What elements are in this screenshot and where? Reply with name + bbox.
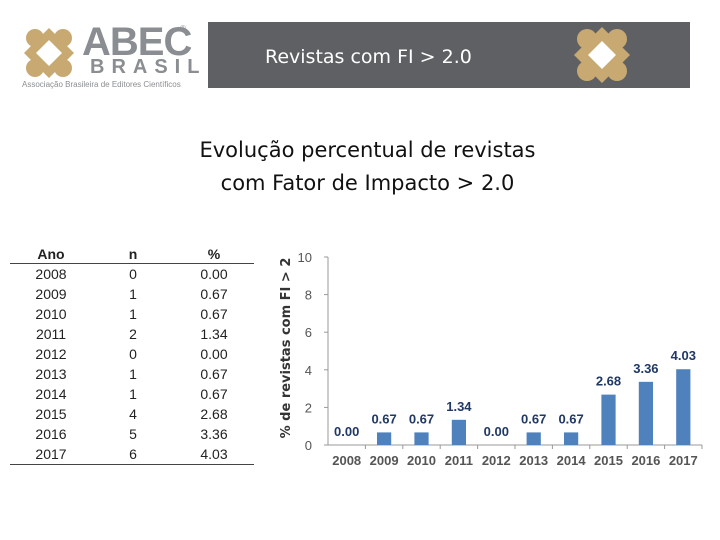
data-label: 0.67 <box>521 411 546 426</box>
y-tick-label: 0 <box>305 438 312 453</box>
data-label: 0.67 <box>371 411 396 426</box>
bar <box>676 369 691 445</box>
cell-ano: 2015 <box>35 406 67 422</box>
page-title-line-1: Evolução percentual de revistas <box>199 138 536 162</box>
cell-percent: 2.68 <box>200 406 228 422</box>
cell-percent: 4.03 <box>174 444 254 465</box>
logo-tagline: Associação Brasileira de Editores Cientí… <box>22 80 181 89</box>
cell-percent: 0.00 <box>174 263 254 284</box>
x-tick-label: 2014 <box>557 453 587 468</box>
page-title-line-2: com Fator de Impacto > 2.0 <box>220 171 515 195</box>
cell-n: 2 <box>129 326 137 342</box>
bar <box>526 432 541 445</box>
x-tick-label: 2009 <box>370 453 399 468</box>
bar <box>563 432 579 445</box>
abec-emblem-icon <box>24 28 74 78</box>
bar <box>601 394 616 445</box>
data-label: 2.68 <box>596 374 621 389</box>
y-tick-label: 8 <box>305 288 312 303</box>
cell-ano: 2013 <box>35 366 67 382</box>
cell-n: 1 <box>129 366 137 382</box>
title-banner: Revistas com FI > 2.0 <box>208 22 690 88</box>
table-row: 2014 1 0.67 <box>10 384 254 404</box>
cell-n: 1 <box>92 304 174 324</box>
cell-ano: 2011 <box>35 326 67 342</box>
y-tick-label: 4 <box>305 363 312 378</box>
cell-n: 0 <box>92 344 174 364</box>
x-tick-label: 2016 <box>631 453 660 468</box>
column-header-percent: % <box>174 245 254 264</box>
x-tick-label: 2010 <box>407 453 436 468</box>
data-label: 0.67 <box>558 411 583 426</box>
cell-n: 4 <box>129 406 137 422</box>
data-label: 0.67 <box>409 411 434 426</box>
banner-title: Revistas com FI > 2.0 <box>265 46 472 68</box>
cell-percent: 0.67 <box>200 286 228 302</box>
cell-percent: 0.00 <box>174 344 254 364</box>
y-axis-label: % de revistas com FI > 2 <box>279 258 294 439</box>
bar <box>638 381 654 445</box>
cell-percent: 0.67 <box>200 366 228 382</box>
data-label: 0.00 <box>484 424 509 439</box>
data-label: 0.00 <box>334 424 359 439</box>
table-row: 2015 4 2.68 <box>10 404 254 424</box>
bar <box>451 419 467 445</box>
x-tick-label: 2017 <box>669 453 698 468</box>
logo-registered-mark: ® <box>180 24 186 33</box>
data-label: 3.36 <box>633 361 658 376</box>
cell-n: 1 <box>92 384 174 404</box>
cell-n: 1 <box>129 286 137 302</box>
cell-ano: 2012 <box>10 344 92 364</box>
table-row: 2011 2 1.34 <box>10 324 254 344</box>
y-tick-label: 2 <box>305 400 312 415</box>
x-tick-label: 2011 <box>445 453 473 468</box>
table-row: 2008 0 0.00 <box>10 263 254 284</box>
table-row: 2010 1 0.67 <box>10 304 254 324</box>
x-tick-label: 2008 <box>332 453 361 468</box>
table-row: 2016 5 3.36 <box>10 424 254 444</box>
cell-ano: 2008 <box>10 263 92 284</box>
cell-percent: 0.67 <box>174 304 254 324</box>
cell-percent: 1.34 <box>200 326 228 342</box>
bar-chart: % de revistas com FI > 2 0 2 4 6 8 10 2008 0.00… <box>279 250 703 468</box>
cell-ano: 2017 <box>10 444 92 465</box>
abec-emblem-icon <box>574 27 630 83</box>
bar <box>376 432 392 445</box>
bar <box>414 432 429 445</box>
cell-percent: 0.67 <box>174 384 254 404</box>
data-label: 4.03 <box>671 348 696 363</box>
column-header-ano: Ano <box>10 245 92 264</box>
table-row: 2013 1 0.67 <box>10 364 254 384</box>
cell-ano: 2016 <box>10 424 92 444</box>
x-tick-label: 2012 <box>482 453 511 468</box>
abec-logo: ABEC ® BRASIL Associação Brasileira de E… <box>20 20 199 92</box>
table-row: 2017 6 4.03 <box>10 444 254 465</box>
table-row: 2009 1 0.67 <box>10 284 254 304</box>
x-tick-label: 2013 <box>519 453 548 468</box>
data-table: Ano n % 2008 0 0.00 2009 1 0.67 2010 1 0… <box>10 245 254 465</box>
table-header-row: Ano n % <box>10 245 254 264</box>
column-header-n: n <box>92 245 174 264</box>
cell-n: 6 <box>92 444 174 465</box>
cell-n: 5 <box>92 424 174 444</box>
data-label: 1.34 <box>446 399 472 414</box>
y-tick-label: 10 <box>298 250 312 265</box>
x-tick-label: 2015 <box>594 453 623 468</box>
cell-percent: 3.36 <box>174 424 254 444</box>
cell-ano: 2010 <box>10 304 92 324</box>
logo-name: ABEC <box>82 20 192 64</box>
cell-ano: 2014 <box>10 384 92 404</box>
y-tick-label: 6 <box>305 325 312 340</box>
cell-ano: 2009 <box>35 286 67 302</box>
table-row: 2012 0 0.00 <box>10 344 254 364</box>
cell-n: 0 <box>92 263 174 284</box>
logo-subtitle: BRASIL <box>90 56 207 78</box>
